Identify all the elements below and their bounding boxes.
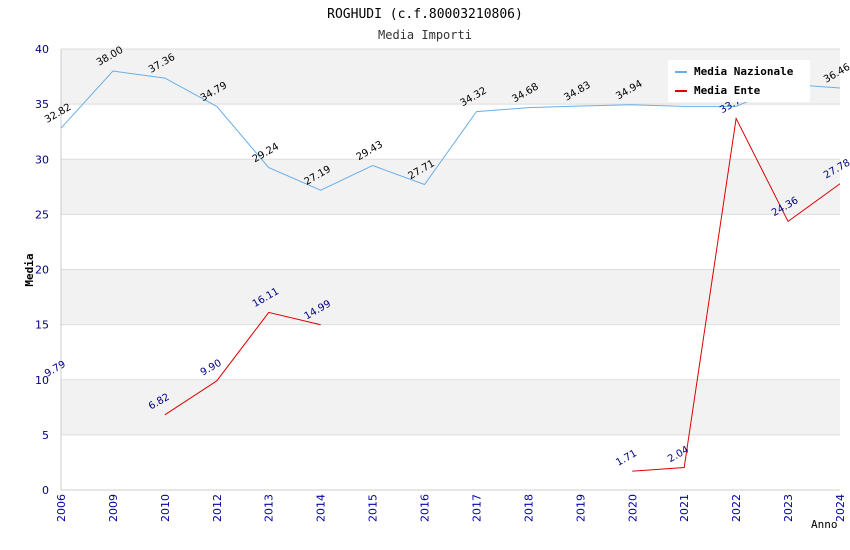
x-tick-label: 2010 <box>159 494 172 522</box>
plot-band <box>61 214 840 270</box>
x-tick-label: 2021 <box>678 494 691 522</box>
x-tick-label: 2019 <box>574 494 587 522</box>
y-tick-label: 10 <box>35 374 49 387</box>
y-tick-label: 40 <box>35 43 49 56</box>
series-line-ente <box>632 116 841 472</box>
plot-band <box>61 269 840 325</box>
legend-label-nazionale: Media Nazionale <box>694 65 794 78</box>
y-tick-label: 20 <box>35 264 49 277</box>
x-tick-label: 2009 <box>107 494 120 522</box>
x-tick-label: 2018 <box>522 494 535 522</box>
y-tick-labels: 0 5 10 15 20 25 30 35 40 <box>35 43 49 497</box>
y-tick-label: 30 <box>35 153 49 166</box>
y-tick-label: 15 <box>35 319 49 332</box>
series-line-ente <box>164 311 321 416</box>
x-tick-label: 2022 <box>730 494 743 522</box>
x-tick-labels: 2006 2009 2010 2012 2013 2014 2015 2016 2017 2018… <box>55 494 847 522</box>
plot-band <box>61 324 840 380</box>
legend: Media Nazionale Media Ente <box>668 60 810 102</box>
x-tick-label: 2023 <box>782 494 795 522</box>
legend-label-ente: Media Ente <box>694 84 761 97</box>
y-tick-label: 35 <box>35 98 49 111</box>
x-tick-label: 2020 <box>626 494 639 522</box>
plot-background-bands <box>61 49 840 490</box>
x-axis-label: Anno <box>811 518 838 531</box>
series-line-nazionale <box>60 70 841 191</box>
x-tick-label: 2006 <box>55 494 68 522</box>
plot-band <box>61 379 840 435</box>
axes <box>60 49 840 491</box>
x-tick-label: 2017 <box>470 494 483 522</box>
y-tick-label: 5 <box>42 429 49 442</box>
x-tick-label: 2016 <box>419 494 432 522</box>
series-lines <box>60 70 841 472</box>
y-tick-label: 0 <box>42 484 49 497</box>
x-tick-label: 2013 <box>263 494 276 522</box>
plot-band <box>61 159 840 215</box>
plot-band <box>61 434 840 490</box>
chart-subtitle: Media Importi <box>378 28 472 42</box>
y-tick-label: 25 <box>35 208 49 221</box>
x-tick-label: 2015 <box>367 494 380 522</box>
chart-title: ROGHUDI (c.f.80003210806) <box>327 7 523 22</box>
legend-box <box>668 60 810 102</box>
x-tick-label: 2024 <box>834 494 847 522</box>
x-tick-label: 2014 <box>315 494 328 522</box>
y-axis-label: Media <box>23 253 36 286</box>
plot-band <box>61 104 840 160</box>
x-tick-label: 2012 <box>211 494 224 522</box>
